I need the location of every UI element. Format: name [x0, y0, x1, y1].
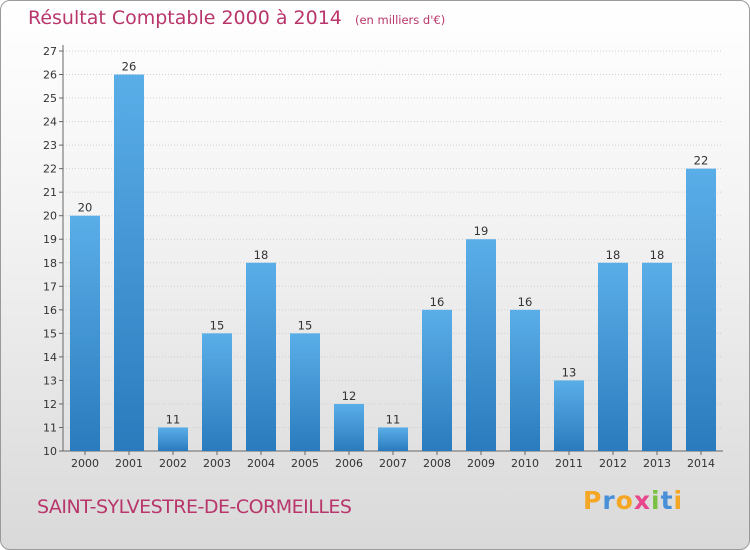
x-tick-label: 2014 — [687, 457, 715, 470]
y-tick-label: 18 — [43, 257, 57, 270]
x-tick-label: 2009 — [467, 457, 495, 470]
data-label: 16 — [518, 295, 533, 309]
title-main: Résultat Comptable 2000 à 2014 — [28, 7, 342, 29]
labels: 20 2000 26 2001 11 2002 15 2003 18 2004 15 2005 12 20… — [71, 60, 715, 470]
x-tick-label: 2012 — [599, 457, 627, 470]
proxiti-logo: Proxiti — [583, 486, 683, 515]
x-tick-label: 2010 — [511, 457, 539, 470]
x-tick-label: 2002 — [159, 457, 187, 470]
data-label: 18 — [606, 248, 621, 262]
x-tick-label: 2006 — [335, 457, 363, 470]
bar — [466, 239, 496, 451]
y-tick-label: 25 — [43, 92, 57, 105]
axes: 10 11 12 13 14 15 16 17 18 19 20 21 22 23 24 25 26 27 — [43, 45, 723, 458]
data-label: 22 — [694, 154, 709, 168]
bar — [70, 215, 100, 451]
y-tick-label: 17 — [43, 280, 57, 293]
data-label: 26 — [122, 60, 137, 74]
logo-letter: i — [673, 486, 684, 515]
x-tick-label: 2011 — [555, 457, 583, 470]
data-label: 11 — [166, 412, 181, 426]
bar — [290, 333, 320, 451]
y-tick-label: 22 — [43, 163, 57, 176]
data-label: 15 — [210, 318, 225, 332]
logo-letter: x — [633, 486, 651, 515]
logo-letter: r — [602, 486, 616, 515]
y-tick-label: 10 — [43, 445, 57, 458]
logo-letter: t — [660, 486, 674, 515]
y-tick-label: 21 — [43, 186, 57, 199]
y-tick-label: 12 — [43, 398, 57, 411]
y-tick-label: 27 — [43, 45, 57, 58]
bar — [158, 427, 188, 451]
bar — [598, 262, 628, 451]
data-label: 12 — [342, 389, 357, 403]
y-tick-label: 15 — [43, 327, 57, 340]
data-label: 13 — [562, 365, 577, 379]
bars — [70, 74, 716, 451]
bar — [686, 168, 716, 451]
y-tick-label: 20 — [43, 210, 57, 223]
bar — [378, 427, 408, 451]
data-label: 16 — [430, 295, 445, 309]
bar — [510, 309, 540, 451]
logo-letter: o — [615, 486, 634, 515]
y-tick-label: 24 — [43, 116, 57, 129]
commune-name: SAINT-SYLVESTRE-DE-CORMEILLES — [37, 496, 352, 518]
bar — [642, 262, 672, 451]
chart-title: Résultat Comptable 2000 à 2014 (en milli… — [28, 7, 445, 29]
x-tick-label: 2000 — [71, 457, 99, 470]
x-tick-label: 2013 — [643, 457, 671, 470]
logo-letter: i — [651, 486, 661, 515]
bar — [334, 403, 364, 451]
y-tick-label: 11 — [43, 421, 57, 434]
data-label: 11 — [386, 412, 401, 426]
y-tick-label: 23 — [43, 139, 57, 152]
x-tick-label: 2008 — [423, 457, 451, 470]
data-label: 20 — [78, 201, 93, 215]
bar — [246, 262, 276, 451]
x-tick-label: 2007 — [379, 457, 407, 470]
y-tick-label: 19 — [43, 233, 57, 246]
data-label: 15 — [298, 318, 313, 332]
data-label: 18 — [254, 248, 269, 262]
data-label: 18 — [650, 248, 665, 262]
y-tick-label: 26 — [43, 69, 57, 82]
bar — [554, 380, 584, 451]
y-tick-label: 14 — [43, 351, 57, 364]
x-tick-label: 2005 — [291, 457, 319, 470]
title-unit: (en milliers d'€) — [354, 13, 446, 27]
y-tick-label: 13 — [43, 374, 57, 387]
y-tick-label: 16 — [43, 304, 57, 317]
bar — [422, 309, 452, 451]
x-tick-label: 2004 — [247, 457, 275, 470]
bar — [114, 74, 144, 451]
data-label: 19 — [474, 224, 489, 238]
x-tick-label: 2003 — [203, 457, 231, 470]
x-tick-label: 2001 — [115, 457, 143, 470]
logo-letter: P — [583, 486, 603, 515]
bar — [202, 333, 232, 451]
